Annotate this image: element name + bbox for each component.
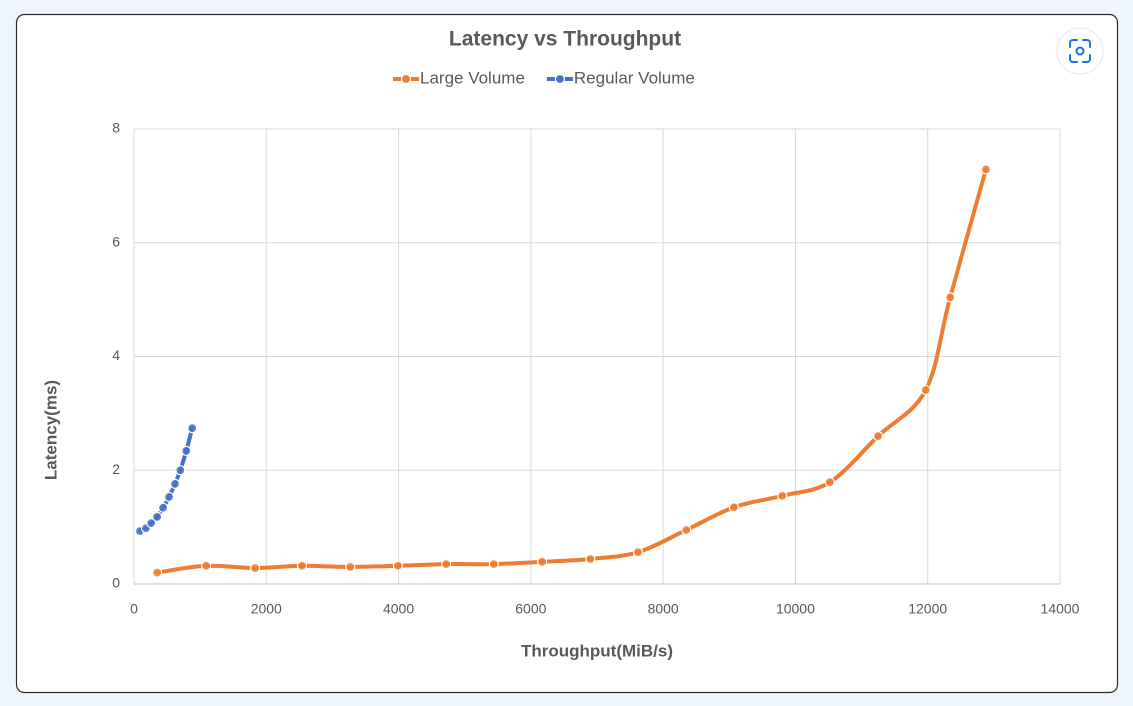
chart-title: Latency vs Throughput [449,28,681,51]
x-tick-label: 10000 [776,601,815,617]
series-marker [585,553,596,565]
series-marker [200,560,212,571]
legend-marker [554,73,566,85]
scan-icon[interactable] [1069,39,1091,63]
series-marker [296,560,308,571]
series-marker [158,502,169,513]
legend-label: Large Volume [420,68,525,87]
series-marker [681,524,692,536]
y-tick-label: 0 [112,575,120,591]
series-marker [152,511,163,522]
series-marker [441,558,452,570]
y-tick-label: 6 [112,233,120,249]
series-marker [873,431,884,442]
series-marker [537,556,548,567]
series-marker [632,547,644,558]
series-marker [163,491,175,503]
y-axis-title: Latency(ms) [41,380,60,480]
legend-label: Regular Volume [574,68,695,87]
series-marker [152,567,163,578]
scan-icon-dot[interactable] [1075,46,1085,56]
series-marker [181,445,192,457]
y-tick-label: 4 [112,347,120,363]
series-marker [728,502,740,513]
series-marker [488,558,499,570]
y-tick-label: 8 [112,120,120,136]
legend-marker [400,73,412,85]
x-tick-label: 12000 [908,601,947,617]
x-tick-label: 2000 [251,601,282,617]
series-marker [187,423,198,434]
x-tick-label: 6000 [515,601,546,617]
series-marker [824,477,835,488]
x-tick-label: 14000 [1041,601,1080,617]
x-tick-label: 4000 [383,601,414,617]
series-marker [175,465,186,476]
button-bg[interactable] [1056,27,1104,75]
series-marker [345,561,356,573]
card [15,13,1119,694]
series-marker [980,164,992,175]
y-tick-label: 2 [112,461,120,477]
series-marker [945,292,956,303]
scan-button[interactable] [1056,27,1104,75]
series-marker [146,518,157,529]
x-axis-title: Throughput(MiB/s) [521,641,673,660]
series-marker [920,384,931,396]
series-marker [777,490,788,501]
x-tick-label: 0 [130,601,138,617]
series-marker [169,478,181,489]
series-marker [249,562,261,574]
x-tick-label: 8000 [648,601,679,617]
series-marker [392,560,404,571]
